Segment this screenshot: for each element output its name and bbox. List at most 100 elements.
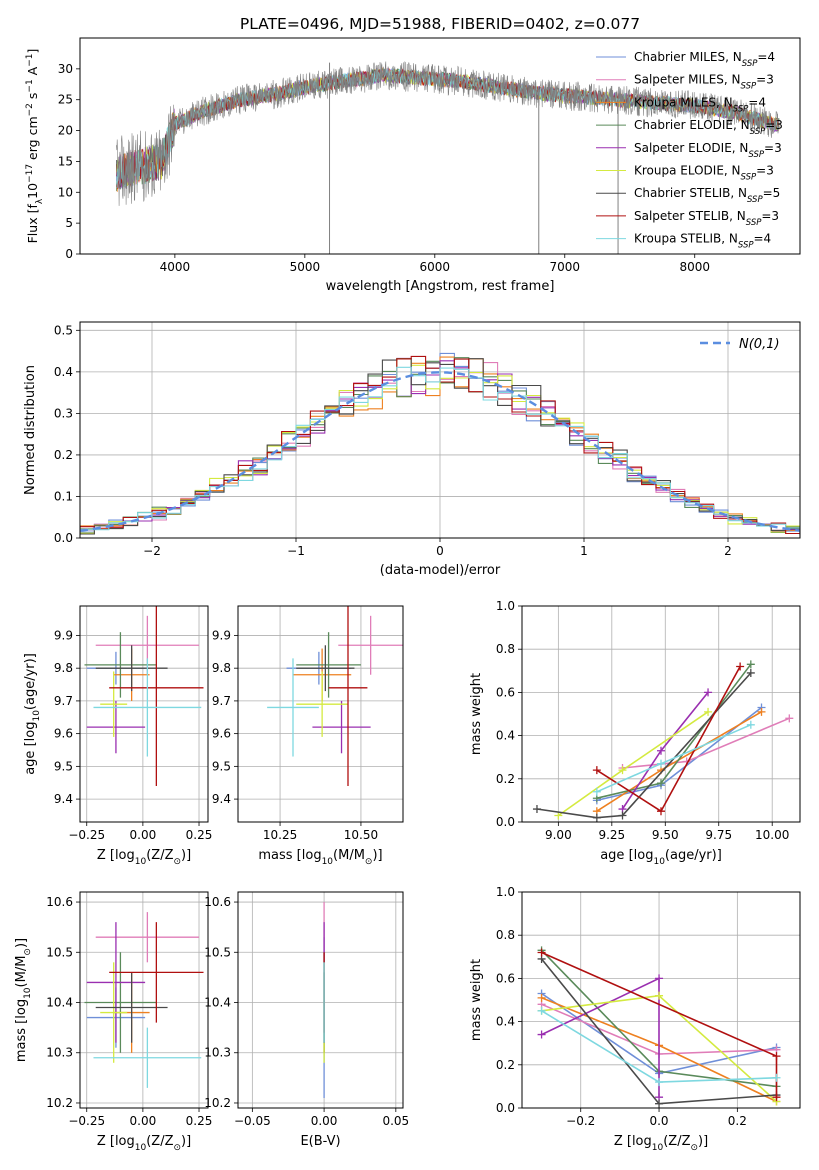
y-tick-label: 0.0	[496, 815, 515, 829]
x-tick-label: −1	[287, 544, 305, 558]
x-tick-label: 9.25	[598, 828, 625, 842]
weight-point-marker	[655, 991, 664, 1000]
x-tick-label: 0.00	[311, 1114, 338, 1128]
age-vs-Z-panel: −0.25 0.00 0.25 9.4 9.5 9.6 9.7 9.8 9.9 Z [log10(…	[23, 605, 212, 867]
weight-point-marker	[532, 805, 541, 814]
weight-point-marker	[772, 1093, 781, 1102]
residual-histogram	[80, 366, 800, 535]
y-tick-label: 0.2	[54, 448, 73, 462]
weight-point-marker	[537, 1006, 546, 1015]
weight-point-marker	[772, 1052, 781, 1061]
x-tick-label: 4000	[160, 260, 191, 274]
y-tick-label: 0.5	[54, 323, 73, 337]
y-tick-label: 9.8	[212, 661, 231, 675]
residuals-panel: −2 −1 0 1 2 0.0 0.1 0.2 0.3 0.4 0.5 (data-model)/er…	[23, 321, 801, 578]
weight-point-marker	[655, 1099, 664, 1108]
axes-frame	[79, 605, 209, 823]
mass-vs-EBV-panel: −0.05 0.00 0.05 10.2 10.3 10.4 10.5 10.6 E(B-V)	[204, 891, 409, 1149]
weight-point-marker	[746, 668, 755, 677]
y-tick-label: 15	[58, 154, 73, 168]
plot-area	[116, 61, 780, 254]
y-tick-label: 10	[58, 185, 73, 199]
axes-frame	[521, 891, 801, 1109]
plot-area	[267, 606, 403, 786]
x-tick-label: 10.00	[755, 828, 789, 842]
legend-label: N(0,1)	[739, 337, 780, 352]
weight-series-line	[536, 672, 752, 819]
weight-point-marker	[618, 766, 627, 775]
y-tick-label: 10.6	[204, 895, 231, 909]
x-tick-label: 6000	[420, 260, 451, 274]
x-tick-label: −0.05	[234, 1114, 271, 1128]
weight-point-marker	[746, 660, 755, 669]
weight-point-marker	[592, 813, 601, 822]
weight-point-marker	[772, 1073, 781, 1082]
y-tick-label: 9.5	[212, 759, 231, 773]
y-tick-label: 20	[58, 124, 73, 138]
y-tick-label: 10.5	[204, 945, 231, 959]
y-tick-label: 0	[65, 247, 73, 261]
x-tick-label: −0.2	[566, 1114, 595, 1128]
x-tick-label: 0.00	[130, 828, 157, 842]
y-axis-label: Normed distribution	[23, 365, 38, 495]
x-tick-label: 10.50	[344, 828, 378, 842]
x-tick-label: 9.00	[545, 828, 572, 842]
axes-frame	[237, 891, 404, 1109]
axes-frame	[521, 605, 801, 823]
y-tick-label: 10.2	[204, 1096, 231, 1110]
weight-point-marker	[657, 759, 665, 768]
y-tick-label: 9.4	[54, 792, 73, 806]
spectrum-panel: 4000 5000 6000 7000 8000 0 5 10 15 20 25 30 waveleng…	[25, 37, 801, 294]
x-tick-label: 7000	[549, 260, 580, 274]
legend-label: Kroupa STELIB, NSSP=4	[634, 232, 771, 251]
x-tick-label: 1	[580, 544, 588, 558]
y-tick-label: 0.3	[54, 406, 73, 420]
y-axis-label: Flux [fλ10−17 erg cm−2 s−1 A−1]	[25, 49, 45, 244]
axes-frame	[79, 891, 209, 1109]
y-tick-label: 9.9	[54, 628, 73, 642]
x-tick-label: 8000	[679, 260, 710, 274]
y-axis-label: mass [log10(M/M⊙)]	[14, 938, 33, 1062]
figure-title: PLATE=0496, MJD=51988, FIBERID=0402, z=0…	[240, 15, 640, 33]
x-tick-label: −2	[143, 544, 161, 558]
y-tick-label: 0.8	[496, 642, 515, 656]
weight-point-marker	[657, 779, 665, 788]
y-tick-label: 30	[58, 62, 73, 76]
y-tick-label: 0.6	[496, 685, 515, 699]
y-tick-label: 10.3	[204, 1046, 231, 1060]
weight-point-marker	[736, 662, 745, 671]
weight-point-marker	[537, 948, 546, 957]
weight-point-marker	[757, 707, 766, 716]
y-tick-label: 5	[65, 216, 73, 230]
legend-label: Chabrier MILES, NSSP=4	[634, 50, 775, 69]
x-axis-label: mass [log10(M/M⊙)]	[258, 848, 382, 867]
y-axis-label: mass weight	[469, 673, 484, 755]
y-tick-label: 9.5	[54, 759, 73, 773]
y-tick-label: 0.2	[496, 772, 515, 786]
weight-vs-age-panel: 9.00 9.25 9.50 9.75 10.00 0.0 0.2 0.4 0.6 0.8 1.0 a…	[469, 599, 801, 867]
y-tick-label: 0.4	[496, 1015, 515, 1029]
plot-area	[532, 660, 794, 822]
x-axis-label: Z [log10(Z/Z⊙)]	[614, 1134, 708, 1153]
y-tick-label: 25	[58, 93, 73, 107]
y-tick-label: 10.4	[46, 996, 73, 1010]
y-tick-label: 10.6	[46, 895, 73, 909]
weight-point-marker	[618, 811, 627, 820]
weight-vs-Z-panel: −0.2 0.0 0.2 0.0 0.2 0.4 0.6 0.8 1.0 Z [log10(Z/Z…	[469, 885, 801, 1153]
x-axis-label: (data-model)/error	[380, 563, 501, 578]
weight-point-marker	[537, 1030, 546, 1039]
x-tick-label: 2	[724, 544, 732, 558]
plot-area	[84, 912, 204, 1088]
x-tick-label: 0.0	[649, 1114, 668, 1128]
x-axis-label: age [log10(age/yr)]	[600, 848, 722, 867]
weight-point-marker	[592, 766, 601, 775]
weight-point-marker	[592, 787, 601, 796]
x-tick-label: 9.50	[652, 828, 679, 842]
x-axis-label: Z [log10(Z/Z⊙)]	[97, 848, 191, 867]
y-tick-label: 1.0	[496, 885, 515, 899]
x-tick-label: −0.25	[68, 1114, 105, 1128]
weight-point-marker	[704, 707, 713, 716]
y-tick-label: 0.6	[496, 971, 515, 985]
legend-label: Salpeter MILES, NSSP=3	[634, 73, 774, 92]
y-tick-label: 9.4	[212, 792, 231, 806]
